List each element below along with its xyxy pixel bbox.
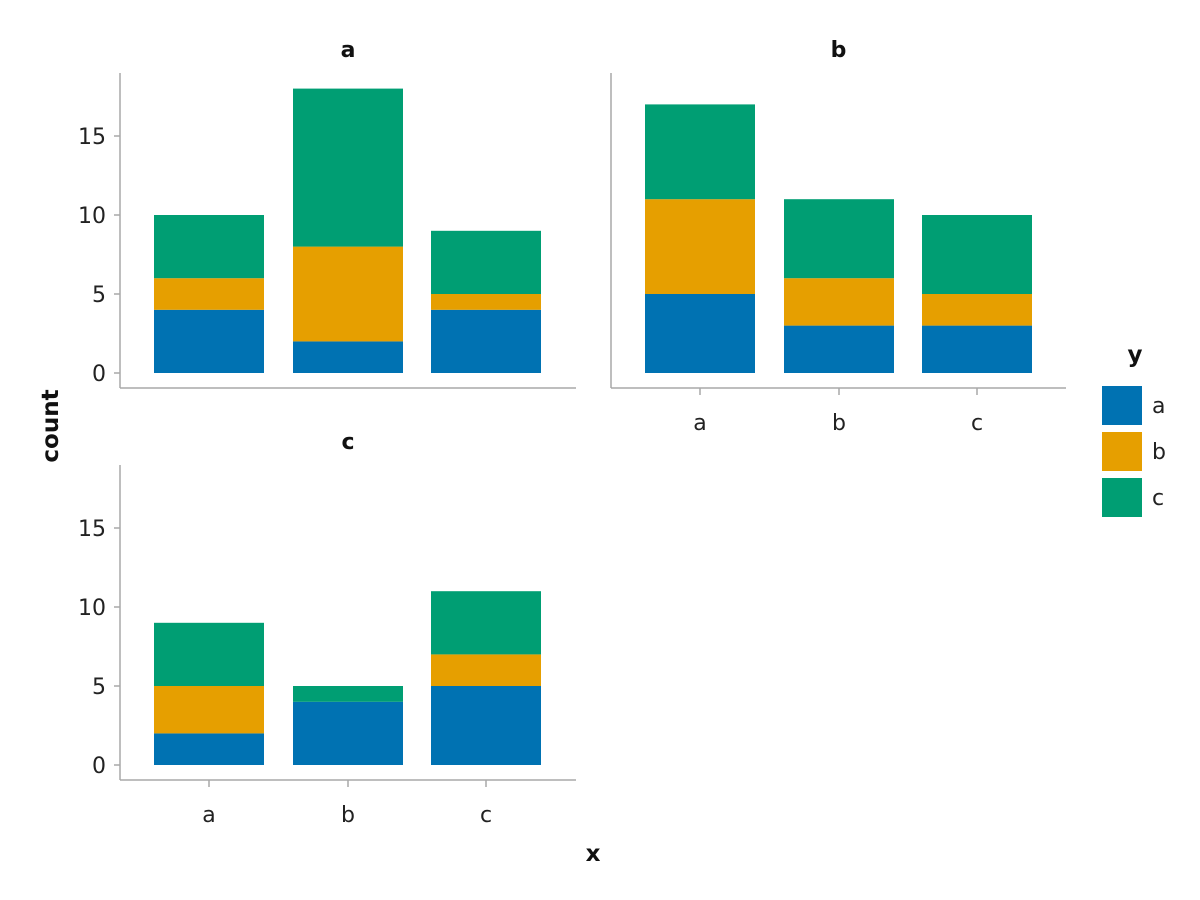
legend-item-c: c bbox=[1102, 478, 1164, 517]
bar-segment-b-a bbox=[784, 325, 894, 373]
x-tick-label: b bbox=[832, 411, 846, 436]
y-tick-label: 15 bbox=[78, 125, 106, 150]
x-axis-title: x bbox=[586, 841, 601, 867]
y-tick-label: 10 bbox=[78, 204, 106, 229]
bar-segment-a-b bbox=[154, 278, 264, 310]
y-tick-label: 5 bbox=[92, 283, 106, 308]
legend-label: a bbox=[1152, 394, 1165, 419]
legend-label: b bbox=[1152, 440, 1166, 465]
bar-segment-a-c bbox=[154, 622, 264, 686]
bar-segment-c-b bbox=[431, 654, 541, 686]
legend-swatch bbox=[1102, 432, 1142, 471]
bar-segment-c-a bbox=[922, 325, 1032, 373]
bar-segment-b-c bbox=[293, 686, 403, 702]
bar-segment-a-a bbox=[645, 294, 755, 373]
y-tick-label: 10 bbox=[78, 596, 106, 621]
legend-item-a: a bbox=[1102, 386, 1165, 425]
legend-title: y bbox=[1128, 342, 1143, 368]
x-tick-label: c bbox=[971, 411, 983, 436]
x-tick-label: a bbox=[202, 803, 215, 828]
facet-panel-a: a 0 5 10 15 bbox=[78, 38, 576, 389]
bar-segment-c-a bbox=[431, 686, 541, 765]
facet-panel-c: c 0 5 10 15 a b c bbox=[78, 430, 576, 828]
y-axis-title: count bbox=[38, 389, 64, 462]
legend-swatch bbox=[1102, 386, 1142, 425]
bar-segment-a-b bbox=[154, 686, 264, 734]
facet-panel-b: b a b c bbox=[610, 38, 1066, 436]
y-tick-label: 0 bbox=[92, 362, 106, 387]
bar-segment-c-a bbox=[431, 309, 541, 373]
bar-segment-c-c bbox=[431, 230, 541, 294]
bar-segment-c-b bbox=[922, 294, 1032, 326]
x-tick-label: a bbox=[693, 411, 706, 436]
bar-segment-a-a bbox=[154, 733, 264, 765]
legend-items: abc bbox=[1102, 386, 1166, 517]
bar-segment-b-c bbox=[293, 88, 403, 247]
bar-segment-a-a bbox=[154, 309, 264, 373]
x-tick-label: b bbox=[341, 803, 355, 828]
y-tick-label: 5 bbox=[92, 675, 106, 700]
panel-title: c bbox=[341, 430, 354, 455]
bar-segment-b-a bbox=[293, 341, 403, 373]
y-tick-label: 15 bbox=[78, 517, 106, 542]
bar-segment-c-c bbox=[922, 215, 1032, 294]
legend: y abc bbox=[1102, 342, 1166, 517]
legend-item-b: b bbox=[1102, 432, 1166, 471]
panel-title: b bbox=[831, 38, 847, 63]
bar-segment-a-c bbox=[645, 104, 755, 200]
legend-label: c bbox=[1152, 486, 1164, 511]
panel-title: a bbox=[341, 38, 356, 63]
bar-segment-c-c bbox=[431, 591, 541, 655]
y-tick-label: 0 bbox=[92, 754, 106, 779]
bar-segment-c-b bbox=[431, 294, 541, 310]
legend-swatch bbox=[1102, 478, 1142, 517]
bar-segment-a-b bbox=[645, 199, 755, 294]
x-tick-label: c bbox=[480, 803, 492, 828]
bar-segment-b-b bbox=[784, 278, 894, 326]
facet-panels: a 0 5 10 15 b a b c c 0 5 10 15 a b c bbox=[78, 38, 1066, 828]
bar-segment-b-b bbox=[293, 246, 403, 342]
bar-segment-a-c bbox=[154, 215, 264, 279]
bar-segment-b-a bbox=[293, 701, 403, 765]
bar-segment-b-c bbox=[784, 199, 894, 279]
